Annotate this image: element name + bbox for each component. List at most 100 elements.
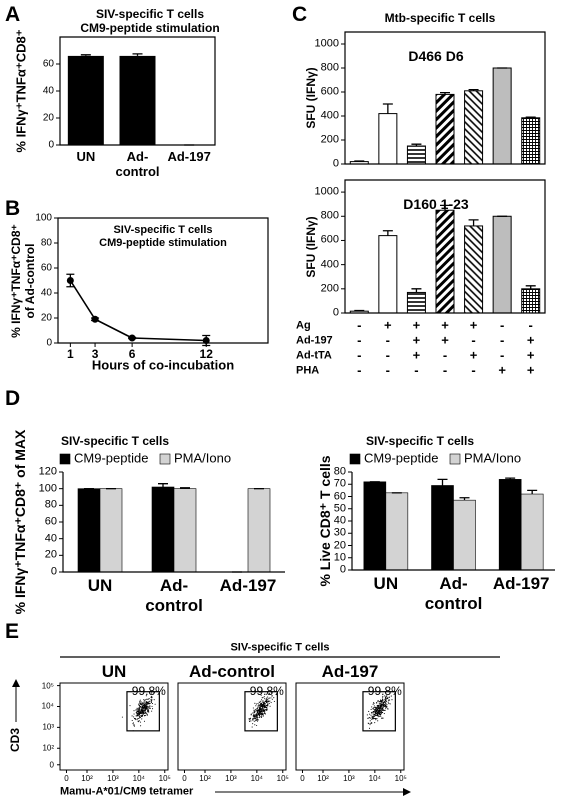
- event-dot: [259, 707, 261, 709]
- event-dot: [142, 712, 144, 714]
- y-tick-label: 60: [40, 262, 52, 274]
- event-dot: [141, 706, 143, 708]
- event-dot: [371, 706, 373, 708]
- bar: [119, 55, 156, 145]
- y-tick-label: 0: [48, 139, 54, 151]
- y-tick-label: 40: [333, 514, 346, 527]
- x-tick-label: 0: [300, 774, 305, 783]
- event-dot: [261, 699, 263, 701]
- event-dot: [146, 705, 148, 708]
- event-dot: [389, 699, 391, 701]
- event-dot: [254, 716, 256, 718]
- event-dot: [132, 723, 134, 725]
- legend-label: PMA/Iono: [174, 450, 232, 466]
- event-dot: [262, 704, 264, 706]
- event-dot: [147, 709, 149, 711]
- event-dot: [259, 716, 261, 718]
- gate: [126, 691, 160, 732]
- event-dot: [264, 698, 266, 700]
- event-dot: [134, 718, 136, 720]
- event-dot: [133, 713, 135, 715]
- y-tick-label: 1000: [314, 37, 339, 50]
- event-dot: [266, 701, 268, 703]
- error-bar: [382, 230, 393, 236]
- event-dot: [379, 702, 381, 704]
- condition-cell: -: [471, 332, 476, 348]
- legend-label: CM9-peptide: [364, 450, 439, 466]
- event-dot: [146, 710, 149, 712]
- event-dot: [387, 697, 389, 699]
- y-tick-label: 20: [40, 312, 52, 324]
- event-dot: [145, 713, 147, 715]
- event-dot: [371, 715, 373, 718]
- x-tick-label: UN: [76, 149, 96, 164]
- event-dot: [269, 700, 271, 702]
- event-dot: [253, 713, 255, 715]
- event-dot: [379, 715, 381, 717]
- event-dot: [263, 707, 265, 709]
- bar: [521, 288, 541, 314]
- event-dot: [375, 710, 377, 713]
- event-dot: [266, 708, 268, 710]
- bar: [521, 117, 541, 165]
- event-dot: [385, 704, 387, 706]
- x-tick-label: 10²: [81, 774, 93, 783]
- event-dot: [138, 707, 140, 709]
- event-dot: [151, 702, 154, 705]
- event-dot: [254, 711, 256, 714]
- event-dot: [381, 706, 383, 708]
- event-dot: [265, 698, 267, 700]
- y-tick-label: 600: [320, 85, 339, 98]
- event-dot: [375, 718, 377, 720]
- event-dot: [259, 704, 261, 706]
- event-dot: [255, 720, 257, 722]
- event-dot: [271, 695, 273, 697]
- condition-cell: +: [498, 362, 506, 378]
- event-dot: [261, 716, 263, 719]
- event-dot: [385, 703, 387, 705]
- event-dot: [373, 714, 375, 716]
- x-tick-label: 0: [182, 774, 187, 783]
- x-tick-label: 6: [128, 347, 136, 362]
- event-dot: [257, 705, 259, 707]
- event-dot: [140, 701, 142, 703]
- event-dot: [145, 707, 147, 709]
- event-dot: [260, 705, 262, 707]
- condition-cell: -: [442, 362, 448, 378]
- y-tick-label: 60: [44, 515, 57, 528]
- event-dot: [256, 720, 259, 722]
- event-dot: [383, 706, 385, 708]
- bar: [520, 493, 544, 571]
- condition-label: Ag: [296, 319, 311, 332]
- event-dot: [261, 697, 263, 699]
- event-dot: [145, 705, 147, 707]
- event-dot: [139, 701, 141, 703]
- y-tick-label: 0: [46, 337, 52, 349]
- event-dot: [131, 715, 133, 717]
- plot-frame: [295, 682, 405, 771]
- condition-cell: -: [385, 362, 391, 378]
- y-tick-label: 60: [333, 490, 346, 503]
- condition-cell: +: [469, 347, 478, 363]
- condition-cell: +: [441, 332, 449, 348]
- event-dot: [254, 711, 256, 713]
- event-dot: [150, 699, 152, 701]
- gate-label: 99.8%: [367, 684, 402, 698]
- event-dot: [255, 718, 257, 720]
- event-dot: [139, 700, 141, 702]
- y-tick-label: 40: [40, 287, 52, 299]
- condition-cell: +: [469, 317, 478, 333]
- event-dot: [144, 699, 147, 701]
- condition-cell: +: [526, 362, 535, 378]
- condition-cell: -: [442, 347, 448, 363]
- event-dot: [141, 711, 143, 713]
- y-axis-label: % Live CD8⁺ T cells: [316, 455, 333, 587]
- y-axis-label: % IFNγ⁺TNFα⁺CD8⁺: [13, 29, 29, 153]
- event-dot: [257, 703, 259, 705]
- gate-label: 99.8%: [249, 684, 284, 698]
- event-dot: [383, 703, 385, 706]
- event-dot: [264, 706, 266, 708]
- event-dot: [252, 718, 254, 720]
- event-dot: [387, 701, 389, 703]
- event-dot: [268, 697, 270, 699]
